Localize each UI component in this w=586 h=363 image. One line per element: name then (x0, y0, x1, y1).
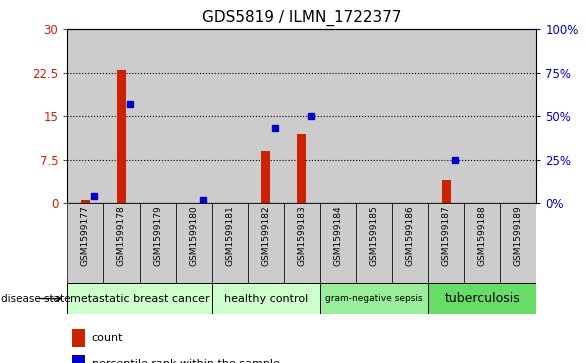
Bar (356, 203, 392, 283)
Bar (248, 203, 284, 283)
Bar (428, 203, 464, 283)
Bar (320, 203, 356, 283)
Text: GSM1599188: GSM1599188 (478, 206, 486, 266)
Bar (464, 203, 500, 283)
Text: GSM1599182: GSM1599182 (261, 206, 270, 266)
Bar (428, 283, 536, 314)
Text: GSM1599189: GSM1599189 (514, 206, 523, 266)
Bar (72, 329, 85, 347)
Bar (320, 283, 428, 314)
Bar (67, 203, 104, 283)
Bar (392, 203, 428, 283)
Text: tuberculosis: tuberculosis (444, 292, 520, 305)
Bar (176, 29, 212, 203)
Bar (284, 203, 320, 283)
Bar (139, 29, 176, 203)
Text: GSM1599178: GSM1599178 (117, 206, 126, 266)
Text: GSM1599177: GSM1599177 (81, 206, 90, 266)
Bar (284, 29, 320, 203)
Bar (248, 29, 284, 203)
Bar (297, 134, 306, 203)
Bar (212, 203, 248, 283)
Bar (176, 203, 212, 283)
Text: GSM1599181: GSM1599181 (225, 206, 234, 266)
Bar (104, 203, 139, 283)
Bar (81, 200, 90, 203)
Bar (212, 29, 248, 203)
Text: GSM1599179: GSM1599179 (153, 206, 162, 266)
Bar (104, 29, 139, 203)
Bar (500, 203, 536, 283)
Text: gram-negative sepsis: gram-negative sepsis (325, 294, 423, 303)
Text: GSM1599186: GSM1599186 (406, 206, 414, 266)
Text: count: count (92, 333, 123, 343)
Bar (67, 29, 104, 203)
Title: GDS5819 / ILMN_1722377: GDS5819 / ILMN_1722377 (202, 10, 401, 26)
Bar (261, 151, 270, 203)
Bar (356, 29, 392, 203)
Bar (441, 180, 451, 203)
Text: percentile rank within the sample: percentile rank within the sample (92, 359, 280, 363)
Bar (139, 203, 176, 283)
Text: GSM1599185: GSM1599185 (369, 206, 379, 266)
Bar (500, 29, 536, 203)
Text: GSM1599184: GSM1599184 (333, 206, 342, 266)
Bar (212, 283, 320, 314)
Bar (117, 70, 126, 203)
Text: GSM1599187: GSM1599187 (441, 206, 451, 266)
Bar (464, 29, 500, 203)
Bar (72, 355, 85, 363)
Bar (67, 283, 212, 314)
Text: GSM1599180: GSM1599180 (189, 206, 198, 266)
Bar (392, 29, 428, 203)
Bar (320, 29, 356, 203)
Text: metastatic breast cancer: metastatic breast cancer (70, 294, 209, 303)
Bar (428, 29, 464, 203)
Text: disease state: disease state (1, 294, 71, 303)
Text: healthy control: healthy control (224, 294, 308, 303)
Text: GSM1599183: GSM1599183 (297, 206, 306, 266)
